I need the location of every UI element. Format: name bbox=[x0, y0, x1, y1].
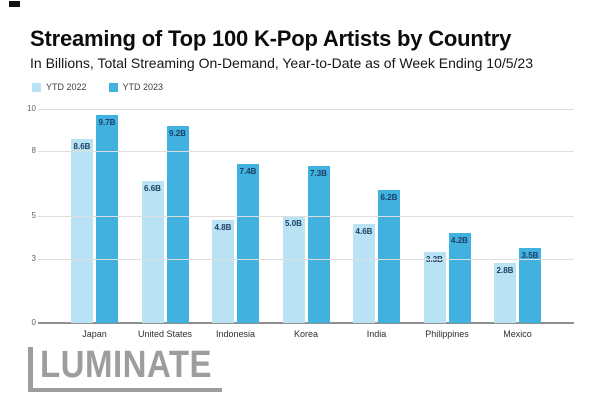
legend-label: YTD 2022 bbox=[46, 82, 87, 92]
bar-value-label: 4.2B bbox=[451, 235, 468, 245]
x-axis-label-india: India bbox=[366, 329, 387, 339]
bar-group-philippines: 3.3B 4.2B Philippines bbox=[423, 232, 471, 339]
x-axis-label-united-states: United States bbox=[137, 329, 193, 339]
bar-ytd-2023: 7.3B bbox=[307, 166, 330, 323]
bar-group-korea: 5.0B 7.3B Korea bbox=[282, 166, 330, 339]
bar-value-label: 4.8B bbox=[214, 223, 232, 233]
x-axis-label-mexico: Mexico bbox=[503, 329, 532, 339]
bar-group-mexico: 2.8B 3.5B Mexico bbox=[494, 247, 541, 339]
bar-ytd-2023: 4.2B bbox=[448, 232, 471, 323]
page-subtitle: In Billions, Total Streaming On-Demand, … bbox=[30, 55, 533, 71]
bar-ytd-2023: 7.4B bbox=[237, 164, 259, 323]
bar-value-label: 9.2B bbox=[169, 128, 186, 138]
bar-value-label: 3.3B bbox=[426, 255, 443, 265]
y-tick-label-5: 5 bbox=[31, 210, 36, 220]
x-axis-label-indonesia: Indonesia bbox=[215, 329, 256, 339]
bar-value-label: 7.3B bbox=[310, 169, 327, 179]
bar-ytd-2022: 6.6B bbox=[141, 181, 164, 323]
bar-value-label: 4.6B bbox=[355, 227, 373, 237]
bar-ytd-2023: 9.2B bbox=[166, 125, 189, 323]
page-title: Streaming of Top 100 K-Pop Artists by Co… bbox=[30, 26, 512, 51]
luminate-logo: LUMINATE bbox=[28, 342, 223, 392]
bar-group-india: 4.6B 6.2B India bbox=[353, 190, 400, 339]
bar-groups: 8.6B 9.7B Japan 6.6B 9.2B United States 4.8B 7.… bbox=[45, 100, 567, 339]
legend-label: YTD 2023 bbox=[122, 82, 164, 92]
bar-group-indonesia: 4.8B 7.4B Indonesia bbox=[212, 164, 259, 339]
legend-swatch-ytd-2023 bbox=[108, 82, 118, 92]
gridline-3 bbox=[38, 258, 574, 260]
bar-ytd-2022: 2.8B bbox=[494, 262, 516, 323]
bar-ytd-2022: 5.0B bbox=[282, 215, 305, 323]
legend-swatch-ytd-2022 bbox=[32, 82, 41, 92]
bar-value-label: 3.5B bbox=[521, 250, 539, 260]
legend-item-ytd-2023: YTD 2023 bbox=[108, 82, 164, 92]
bar-value-label: 5.0B bbox=[285, 218, 302, 228]
x-axis-label-philippines: Philippines bbox=[425, 329, 469, 339]
bar-ytd-2023: 9.7B bbox=[96, 115, 118, 323]
corner-mark bbox=[9, 1, 20, 7]
gridline-10 bbox=[38, 108, 574, 110]
y-tick-label-10: 10 bbox=[27, 103, 36, 113]
x-axis-baseline bbox=[38, 322, 574, 324]
bar-group-united-states: 6.6B 9.2B United States bbox=[138, 125, 192, 339]
chart-legend: YTD 2022 YTD 2023 bbox=[32, 82, 163, 92]
bar-ytd-2023: 3.5B bbox=[519, 247, 541, 323]
gridline-8 bbox=[38, 151, 574, 153]
bar-group-japan: 8.6B 9.7B Japan bbox=[71, 115, 118, 339]
x-axis-label-japan: Japan bbox=[82, 329, 107, 339]
bar-ytd-2023: 6.2B bbox=[378, 190, 400, 323]
bar-ytd-2022: 3.3B bbox=[423, 252, 446, 323]
bar-ytd-2022: 4.8B bbox=[212, 220, 234, 323]
bar-chart-plot-area: 8.6B 9.7B Japan 6.6B 9.2B United States 4.8B 7.… bbox=[27, 100, 574, 339]
legend-item-ytd-2022: YTD 2022 bbox=[32, 82, 87, 92]
bar-value-label: 9.7B bbox=[98, 118, 116, 128]
y-tick-label-3: 3 bbox=[31, 253, 36, 263]
bar-ytd-2022: 8.6B bbox=[71, 138, 93, 323]
bar-value-label: 6.6B bbox=[144, 184, 161, 194]
bar-ytd-2022: 4.6B bbox=[353, 224, 375, 323]
bar-value-label: 8.6B bbox=[73, 141, 91, 151]
x-axis-label-korea: Korea bbox=[293, 329, 319, 339]
gridline-5 bbox=[38, 215, 574, 217]
luminate-logo-text: LUMINATE bbox=[40, 342, 213, 386]
bar-value-label: 7.4B bbox=[239, 167, 257, 177]
y-tick-label-8: 8 bbox=[31, 146, 36, 156]
bar-value-label: 2.8B bbox=[496, 265, 514, 275]
bar-value-label: 6.2B bbox=[380, 193, 398, 203]
y-tick-label-0: 0 bbox=[31, 318, 36, 327]
